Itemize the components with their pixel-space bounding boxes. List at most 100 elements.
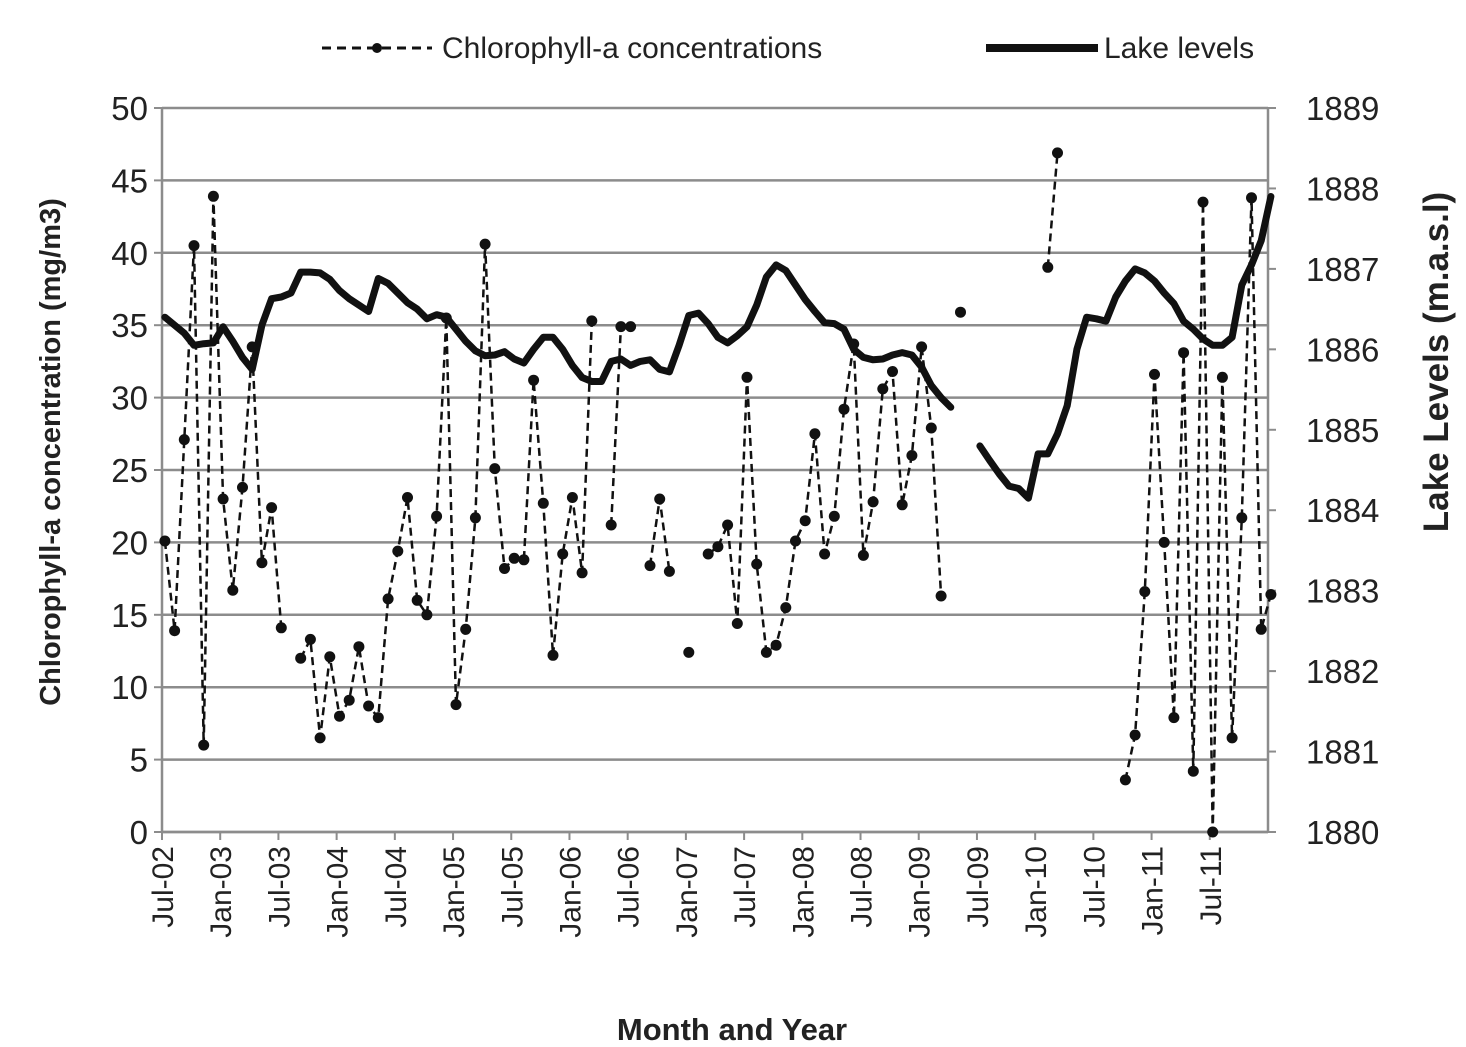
chlorophyll-point-100 xyxy=(1246,192,1257,204)
x-tick-label-Jan-03: Jan-03 xyxy=(205,846,238,938)
right-tick-label-1880: 1880 xyxy=(1306,814,1379,851)
chlorophyll-point-96 xyxy=(1207,826,1219,838)
chlorophyll-point-54 xyxy=(683,646,695,658)
chlorophyll-point-64 xyxy=(780,602,792,614)
chlorophyll-point-62 xyxy=(760,646,772,658)
right-axis-ticks: 1880 1881 1882 1883 1884 1885 1886 1887 1888 1889 xyxy=(1268,90,1379,851)
x-tick-label-Jan-09: Jan-09 xyxy=(904,846,937,938)
chlorophyll-point-33 xyxy=(479,238,491,250)
x-tick-label-Jul-07: Jul-07 xyxy=(729,846,762,928)
lake-levels-line-segment-0 xyxy=(161,261,955,411)
chlorophyll-point-15 xyxy=(304,633,316,645)
chlorophyll-point-3 xyxy=(188,240,200,252)
legend-label-lake-levels: Lake levels xyxy=(1104,32,1254,65)
x-tick-label-Jul-04: Jul-04 xyxy=(380,846,413,928)
x-tick-label-Jul-09: Jul-09 xyxy=(962,846,995,928)
chlorophyll-point-34 xyxy=(489,463,501,475)
chlorophyll-point-23 xyxy=(382,593,394,605)
chlorophyll-line-segment-7 xyxy=(1046,152,1059,268)
chlorophyll-point-31 xyxy=(460,623,472,635)
chlorophyll-point-59 xyxy=(731,618,743,629)
chlorophyll-point-43 xyxy=(576,567,588,579)
chlorophyll-point-20 xyxy=(353,641,365,653)
chlorophyll-point-89 xyxy=(1139,586,1151,598)
chlorophyll-point-82 xyxy=(955,306,966,318)
chlorophyll-point-91 xyxy=(1158,536,1170,548)
x-axis-ticks: Jul-02 Jan-03 Jul-03 Jan-04 Jul-04 Jan-05 Jul-… xyxy=(147,832,1228,938)
chlorophyll-point-35 xyxy=(499,563,510,574)
chlorophyll-point-18 xyxy=(334,710,345,722)
chlorophyll-point-102 xyxy=(1265,589,1277,600)
right-tick-label-1888: 1888 xyxy=(1306,170,1379,207)
chlorophyll-point-10 xyxy=(256,557,268,569)
chlorophyll-point-99 xyxy=(1236,512,1248,524)
left-tick-label-0: 0 xyxy=(130,814,148,851)
x-tick-label-Jan-04: Jan-04 xyxy=(322,846,355,938)
chlorophyll-point-95 xyxy=(1197,196,1209,208)
chlorophyll-point-88 xyxy=(1129,729,1141,741)
chlorophyll-point-21 xyxy=(363,700,375,712)
chlorophyll-point-66 xyxy=(799,515,811,527)
series-chlorophyll xyxy=(159,147,1277,838)
left-tick-label-20: 20 xyxy=(111,524,148,561)
chlorophyll-point-87 xyxy=(1119,774,1131,786)
chlorophyll-point-39 xyxy=(537,497,549,509)
x-tick-label-Jan-10: Jan-10 xyxy=(1020,846,1053,938)
right-tick-label-1885: 1885 xyxy=(1306,412,1379,449)
left-tick-label-30: 30 xyxy=(111,380,148,417)
chlorophyll-point-22 xyxy=(372,712,384,724)
chlorophyll-point-72 xyxy=(857,549,869,561)
chlorophyll-point-93 xyxy=(1178,347,1190,359)
chlorophyll-point-90 xyxy=(1149,368,1160,380)
left-tick-label-10: 10 xyxy=(111,669,148,706)
chlorophyll-point-19 xyxy=(343,694,355,706)
chlorophyll-point-4 xyxy=(198,739,210,751)
chlorophyll-point-74 xyxy=(877,383,889,395)
x-tick-label-Jan-06: Jan-06 xyxy=(554,846,587,938)
chlorophyll-point-76 xyxy=(896,499,908,511)
chlorophyll-point-32 xyxy=(469,512,481,524)
chlorophyll-point-7 xyxy=(227,584,239,596)
right-tick-label-1883: 1883 xyxy=(1306,573,1379,610)
chlorophyll-point-50 xyxy=(644,560,656,572)
chlorophyll-point-36 xyxy=(508,552,520,564)
chlorophyll-point-8 xyxy=(237,481,248,493)
left-tick-label-40: 40 xyxy=(111,235,148,272)
y-axis-right-title: Lake Levels (m.a.s.l) xyxy=(1417,192,1456,532)
chlorophyll-point-44 xyxy=(586,315,598,327)
chlorophyll-point-6 xyxy=(217,493,229,505)
chlorophyll-point-12 xyxy=(275,622,287,634)
chlorophyll-point-69 xyxy=(828,510,840,522)
chlorophyll-point-97 xyxy=(1216,371,1228,383)
chlorophyll-point-73 xyxy=(867,496,879,508)
chlorophyll-point-85 xyxy=(1052,147,1063,159)
series-lake-levels xyxy=(161,193,1275,502)
x-tick-label-Jul-02: Jul-02 xyxy=(147,846,180,928)
x-tick-label-Jul-06: Jul-06 xyxy=(613,846,646,928)
left-tick-label-50: 50 xyxy=(111,90,148,127)
chlorophyll-point-56 xyxy=(702,548,714,560)
chlorophyll-point-77 xyxy=(906,450,918,461)
chlorophyll-point-94 xyxy=(1187,765,1199,777)
chlorophyll-point-17 xyxy=(324,651,336,663)
right-tick-label-1882: 1882 xyxy=(1306,653,1379,690)
left-axis-ticks: 0 5 10 15 20 25 30 35 40 45 50 xyxy=(111,90,162,851)
left-tick-label-25: 25 xyxy=(111,452,148,489)
chlorophyll-point-25 xyxy=(402,492,413,503)
chlorophyll-point-70 xyxy=(838,403,850,415)
chlorophyll-point-30 xyxy=(450,699,462,711)
right-tick-label-1881: 1881 xyxy=(1306,734,1379,771)
x-tick-label-Jan-07: Jan-07 xyxy=(671,846,704,938)
right-tick-label-1884: 1884 xyxy=(1306,492,1379,529)
chlorophyll-point-57 xyxy=(712,541,724,553)
left-tick-label-45: 45 xyxy=(111,162,148,199)
right-tick-label-1889: 1889 xyxy=(1306,90,1379,127)
lake-levels-line-segment-1 xyxy=(976,193,1275,502)
gridlines xyxy=(162,106,1268,834)
chlorophyll-point-0 xyxy=(159,535,171,547)
x-axis-title: Month and Year xyxy=(617,1012,847,1047)
chlorophyll-point-37 xyxy=(518,554,530,566)
chlorophyll-point-1 xyxy=(169,625,181,637)
chlorophyll-point-27 xyxy=(421,609,433,621)
